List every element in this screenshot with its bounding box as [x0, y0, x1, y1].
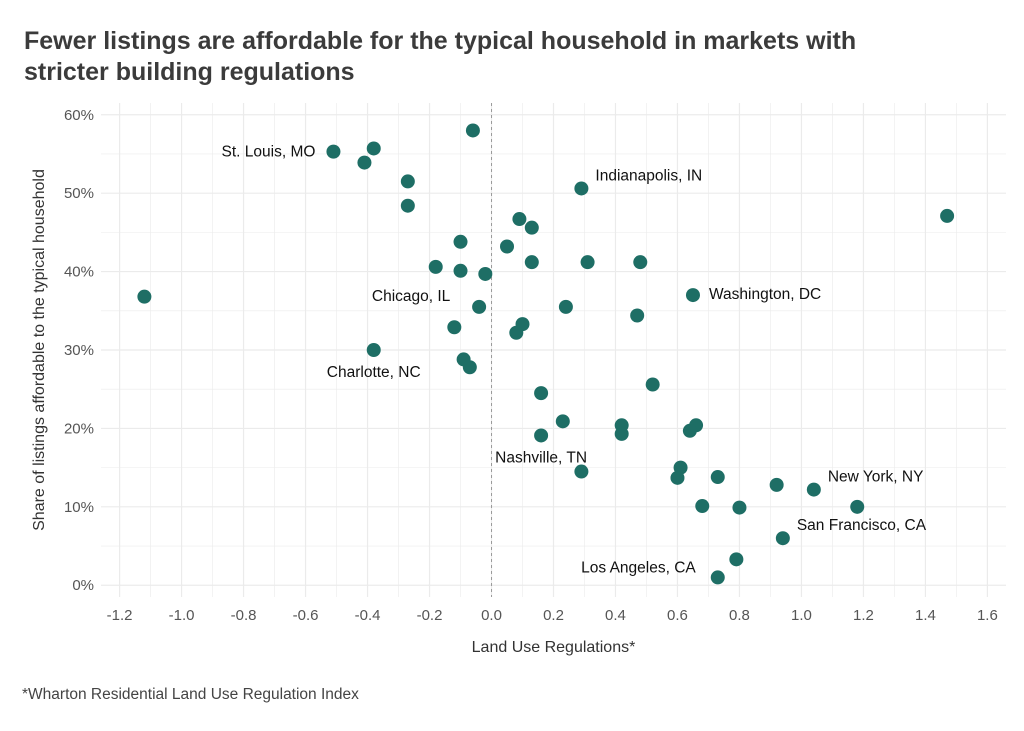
point-label: Charlotte, NC — [327, 364, 421, 381]
data-point — [775, 531, 790, 546]
y-tick-label: 40% — [64, 264, 94, 281]
point-label: San Francisco, CA — [797, 517, 927, 534]
x-tick-label: 0.2 — [543, 607, 564, 624]
data-point — [509, 325, 524, 340]
data-point — [524, 220, 539, 235]
data-point — [574, 464, 589, 479]
data-point — [710, 570, 725, 585]
point-label: Washington, DC — [709, 286, 821, 303]
data-point — [534, 428, 549, 443]
y-tick-label: 30% — [64, 342, 94, 359]
data-point — [940, 208, 955, 223]
data-point — [534, 386, 549, 401]
point-label: Indianapolis, IN — [595, 167, 702, 184]
x-tick-label: 1.2 — [853, 607, 874, 624]
data-points — [137, 123, 955, 585]
x-tick-label: 0.6 — [667, 607, 688, 624]
data-point — [670, 470, 685, 485]
point-label: St. Louis, MO — [222, 144, 316, 161]
y-tick-label: 0% — [72, 577, 94, 594]
data-point — [453, 263, 468, 278]
data-point — [645, 377, 660, 392]
x-axis-title: Land Use Regulations* — [472, 639, 636, 656]
data-point — [769, 477, 784, 492]
x-tick-label: -0.8 — [231, 607, 257, 624]
grid-lines — [101, 103, 1006, 597]
data-point — [357, 155, 372, 170]
data-point — [478, 266, 493, 281]
data-point — [453, 234, 468, 249]
data-point — [400, 174, 415, 189]
data-point — [500, 239, 515, 254]
data-point — [465, 123, 480, 138]
chart-title-line-2: stricter building regulations — [24, 58, 355, 86]
data-point — [614, 426, 629, 441]
x-tick-label: 0.0 — [481, 607, 502, 624]
data-point — [472, 299, 487, 314]
x-tick-label: -1.2 — [107, 607, 133, 624]
data-point — [580, 255, 595, 270]
data-point — [729, 552, 744, 567]
data-point — [428, 259, 443, 274]
data-point — [462, 360, 477, 375]
x-tick-label: 0.4 — [605, 607, 626, 624]
data-point — [558, 299, 573, 314]
point-label: New York, NY — [828, 469, 924, 486]
data-point — [710, 470, 725, 485]
x-tick-label: 1.4 — [915, 607, 936, 624]
data-point — [630, 308, 645, 323]
data-point — [555, 414, 570, 429]
data-point — [850, 499, 865, 514]
data-point — [366, 343, 381, 357]
chart-title-line-1: Fewer listings are affordable for the ty… — [24, 27, 857, 55]
point-label: Chicago, IL — [372, 288, 451, 305]
y-tick-label: 50% — [64, 185, 94, 202]
data-point — [695, 499, 710, 514]
data-point — [685, 288, 700, 303]
point-label: Los Angeles, CA — [581, 559, 696, 576]
x-tick-label: -0.2 — [417, 607, 443, 624]
data-point — [806, 482, 821, 497]
data-point — [366, 141, 381, 156]
data-point — [574, 181, 589, 196]
data-point — [732, 500, 747, 515]
data-point — [512, 212, 527, 227]
data-point — [137, 289, 152, 304]
data-point — [682, 423, 697, 438]
chart-title: Fewer listings are affordable for the ty… — [24, 26, 1004, 88]
data-point — [633, 255, 648, 270]
x-tick-label: 1.0 — [791, 607, 812, 624]
y-tick-label: 10% — [64, 499, 94, 516]
y-tick-label: 20% — [64, 420, 94, 437]
data-point — [447, 320, 462, 335]
x-tick-label: -0.6 — [293, 607, 319, 624]
x-tick-label: 1.6 — [977, 607, 998, 624]
y-axis-title: Share of listings affordable to the typi… — [31, 169, 48, 531]
x-tick-label: -1.0 — [169, 607, 195, 624]
data-point — [326, 144, 341, 159]
data-point — [400, 198, 415, 213]
x-tick-label: -0.4 — [355, 607, 381, 624]
footnote: *Wharton Residential Land Use Regulation… — [22, 686, 359, 703]
x-tick-label: 0.8 — [729, 607, 750, 624]
point-label: Nashville, TN — [495, 449, 587, 466]
data-point — [524, 255, 539, 270]
y-tick-label: 60% — [64, 107, 94, 124]
